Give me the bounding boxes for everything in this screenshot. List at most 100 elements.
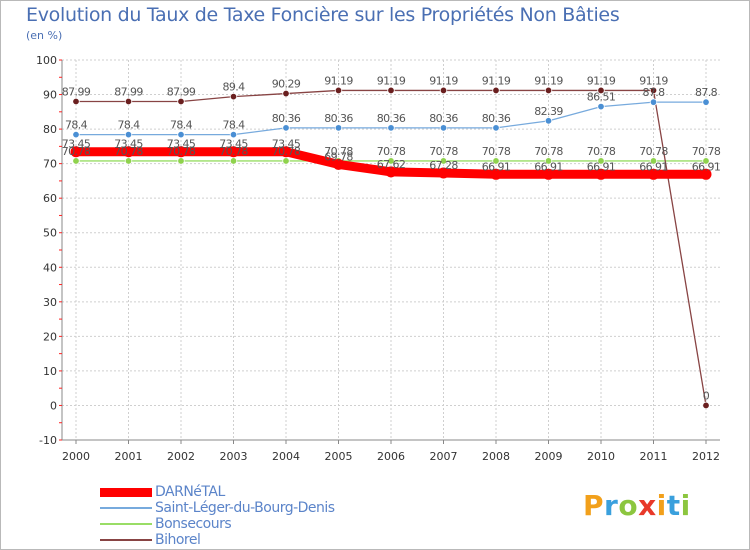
data-label: 91.19 [587, 74, 616, 87]
data-label: 87.99 [62, 85, 91, 98]
data-label: 70.78 [692, 145, 721, 158]
x-tick-label: 2003 [220, 450, 248, 463]
logo-letter: P [583, 489, 605, 522]
data-point-2 [702, 157, 710, 165]
data-point-1 [597, 102, 605, 111]
x-tick-label: 2007 [430, 450, 458, 463]
data-label: 73.45 [62, 138, 91, 151]
data-point-0 [648, 168, 659, 180]
x-tick-label: 2011 [640, 450, 668, 463]
data-label: 87.8 [642, 86, 665, 99]
data-label: 90.29 [272, 78, 301, 91]
y-tick-label: 40 [43, 261, 57, 274]
data-point-2 [124, 157, 133, 165]
data-point-0 [595, 168, 607, 180]
x-tick-label: 2009 [535, 450, 563, 463]
data-label: 66.91 [482, 160, 511, 173]
y-tick-label: 0 [50, 399, 57, 412]
chart-title: Evolution du Taux de Taxe Foncière sur l… [26, 4, 620, 26]
legend-label: Saint-Léger-du-Bourg-Denis [155, 500, 335, 516]
y-tick-label: 90 [43, 89, 57, 102]
legend-swatch [100, 507, 152, 509]
data-point-3 [439, 86, 448, 95]
y-tick-label: 20 [43, 330, 57, 343]
data-label: 80.36 [324, 112, 353, 125]
y-tick-label: 70 [43, 158, 57, 171]
x-tick-label: 2002 [167, 450, 195, 463]
data-label: 91.19 [429, 74, 458, 87]
data-label: 70.78 [219, 145, 248, 158]
chart-unit-label: (en %) [26, 29, 63, 42]
data-label: 91.19 [377, 74, 406, 87]
data-point-1 [229, 130, 238, 139]
data-label: 70.78 [167, 145, 196, 158]
legend-label: Bihorel [155, 532, 201, 548]
data-point-0 [543, 168, 554, 180]
data-point-0 [438, 167, 449, 179]
data-point-1 [649, 98, 658, 106]
x-tick-label: 2008 [482, 450, 510, 463]
data-point-0 [70, 146, 82, 158]
data-label: 70.78 [587, 145, 616, 158]
data-point-3 [282, 89, 290, 98]
proxiti-logo: Proxiti [583, 489, 691, 522]
data-point-3 [544, 86, 553, 95]
y-tick-label: 50 [43, 227, 57, 240]
data-label: 66.91 [692, 160, 721, 173]
data-point-2 [544, 157, 553, 165]
data-label: 78.4 [222, 119, 245, 132]
data-point-1 [544, 117, 553, 125]
x-tick-label: 2005 [325, 450, 353, 463]
data-point-1 [177, 130, 185, 139]
data-label: 91.19 [639, 74, 668, 87]
data-label: 0 [703, 389, 710, 402]
data-label: 78.4 [117, 119, 140, 132]
data-point-2 [229, 157, 238, 165]
data-point-2 [597, 157, 605, 165]
data-point-3 [229, 92, 238, 101]
data-label: 70.78 [639, 145, 668, 158]
data-point-0 [123, 146, 134, 158]
data-point-0 [175, 146, 187, 158]
data-label: 87.8 [695, 86, 718, 99]
data-label: 89.4 [222, 81, 245, 94]
logo-letter: x [638, 489, 657, 522]
data-point-3 [649, 86, 658, 95]
data-label: 73.45 [219, 138, 248, 151]
data-label: 80.36 [272, 112, 301, 125]
data-point-2 [72, 157, 80, 165]
data-label: 87.99 [114, 85, 143, 98]
data-point-3 [177, 97, 185, 106]
data-label: 70.78 [114, 145, 143, 158]
data-point-0 [385, 166, 397, 178]
data-label: 91.19 [324, 74, 353, 87]
data-label: 78.4 [65, 119, 88, 132]
data-point-0 [280, 146, 292, 158]
data-point-2 [649, 157, 658, 165]
data-label: 80.36 [429, 112, 458, 125]
data-label: 86.51 [587, 91, 616, 104]
data-label: 70.78 [324, 145, 353, 158]
y-tick-label: 80 [43, 123, 57, 136]
data-point-3 [702, 401, 710, 410]
data-label: 70.78 [429, 145, 458, 158]
data-point-3 [387, 86, 395, 95]
logo-letter: o [618, 489, 639, 522]
y-tick-label: 60 [43, 192, 57, 205]
y-tick-label: 100 [36, 54, 57, 67]
data-label: 67.62 [377, 158, 406, 171]
data-point-3 [72, 97, 80, 106]
data-label: 66.91 [639, 160, 668, 173]
logo-letter: i [680, 489, 691, 522]
data-point-2 [177, 157, 185, 165]
data-point-3 [124, 97, 133, 106]
data-point-3 [492, 86, 500, 95]
data-label: 91.19 [482, 74, 511, 87]
data-label: 69.78 [324, 150, 353, 163]
logo-letter: t [666, 489, 681, 522]
data-label: 73.45 [167, 138, 196, 151]
data-label: 78.4 [170, 119, 193, 132]
data-point-1 [72, 130, 80, 139]
data-point-3 [334, 86, 343, 95]
